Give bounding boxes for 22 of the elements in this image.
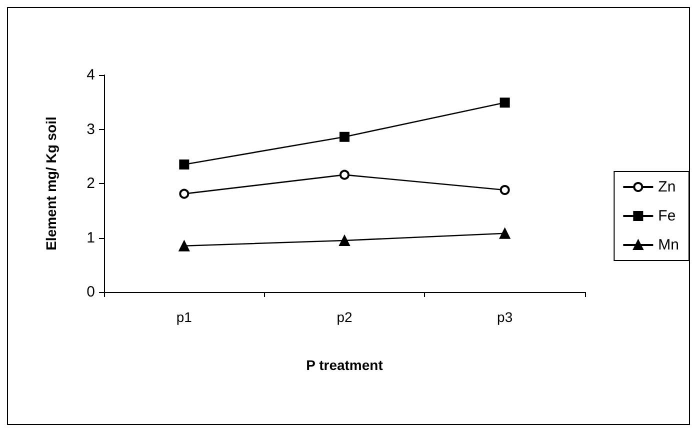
- point: [500, 185, 510, 196]
- point: [179, 160, 190, 170]
- y-tick-label: 1: [86, 229, 95, 246]
- x-tick-label: p3: [497, 309, 513, 325]
- x-tick-label: p2: [336, 309, 352, 325]
- point: [178, 240, 190, 252]
- point: [500, 98, 510, 108]
- y-tick-label: 3: [86, 120, 95, 138]
- y-tick-label: 0: [86, 284, 95, 300]
- point: [340, 170, 350, 180]
- point: [499, 228, 510, 239]
- y-axis-title: Element mg/ Kg soil: [43, 116, 59, 250]
- x-tick-label: p1: [176, 309, 192, 325]
- y-tick-label: 4: [86, 66, 95, 84]
- legend-label: Zn: [658, 178, 676, 196]
- point: [339, 234, 350, 246]
- point: [179, 188, 190, 199]
- legend-label: Fe: [658, 208, 676, 224]
- point: [340, 132, 350, 142]
- legend-label: Mn: [658, 236, 680, 254]
- y-tick-label: 2: [86, 175, 95, 192]
- x-axis-title: P treatment: [306, 357, 384, 373]
